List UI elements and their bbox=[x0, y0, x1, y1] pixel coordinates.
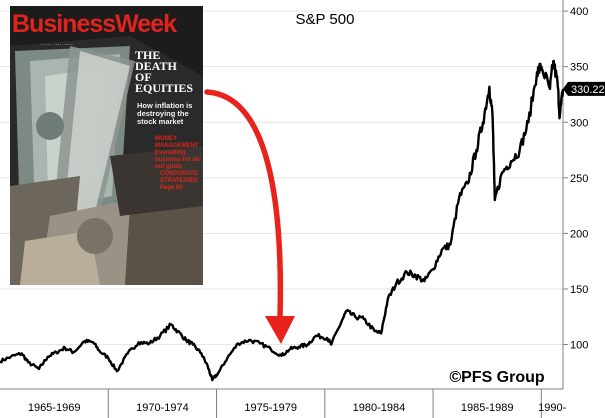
red-arrow-curve bbox=[204, 89, 284, 321]
last-value-badge-bg bbox=[563, 81, 605, 96]
cover-headline: THE DEATH OF EQUITIES bbox=[135, 48, 194, 95]
x-axis-categories: 1965-1969 1970-1974 1975-1979 1980-1984 1985… bbox=[28, 389, 567, 418]
watermark-text: ©PFS Group bbox=[449, 369, 545, 386]
y-tick-label-250: 250 bbox=[570, 173, 588, 185]
x-category-label-5: 1990- bbox=[538, 402, 566, 414]
y-tick-label-200: 200 bbox=[570, 228, 588, 240]
cover-deck: How inflation is destroying the stock ma… bbox=[137, 101, 193, 126]
chart-title: S&P 500 bbox=[296, 11, 355, 28]
y-tick-label-150: 150 bbox=[570, 284, 588, 296]
last-value-label: 330.22 bbox=[571, 84, 605, 96]
businessweek-cover-image: BusinessWeek ·· ··· ···· ····· THE DEATH O… bbox=[10, 6, 203, 285]
cover-sidebar-1: MONEY MANAGEMENT Evaluating business for… bbox=[155, 136, 202, 170]
y-tick-label-300: 300 bbox=[570, 117, 588, 129]
red-arrowhead bbox=[265, 316, 295, 344]
y-axis-ticks: 100 150 200 250 300 350 400 bbox=[563, 6, 588, 352]
last-value-badge: 330.22 bbox=[563, 81, 605, 96]
x-category-label-2: 1975-1979 bbox=[244, 402, 297, 414]
y-tick-label-100: 100 bbox=[570, 340, 588, 352]
cover-masthead-subline: ·· ··· ···· ····· bbox=[40, 42, 73, 48]
x-category-label-0: 1965-1969 bbox=[28, 402, 81, 414]
x-category-label-1: 1970-1974 bbox=[136, 402, 189, 414]
y-tick-label-400: 400 bbox=[570, 6, 588, 18]
x-category-label-3: 1980-1984 bbox=[353, 402, 406, 414]
cover-masthead: BusinessWeek bbox=[12, 10, 177, 38]
cover-artwork bbox=[10, 6, 203, 285]
y-tick-label-350: 350 bbox=[570, 62, 588, 74]
x-category-label-4: 1985-1989 bbox=[461, 402, 514, 414]
cover-sidebar-2: CORPORATE STRATEGIES Page 60 bbox=[160, 171, 198, 191]
sp500-price-line bbox=[0, 59, 565, 382]
